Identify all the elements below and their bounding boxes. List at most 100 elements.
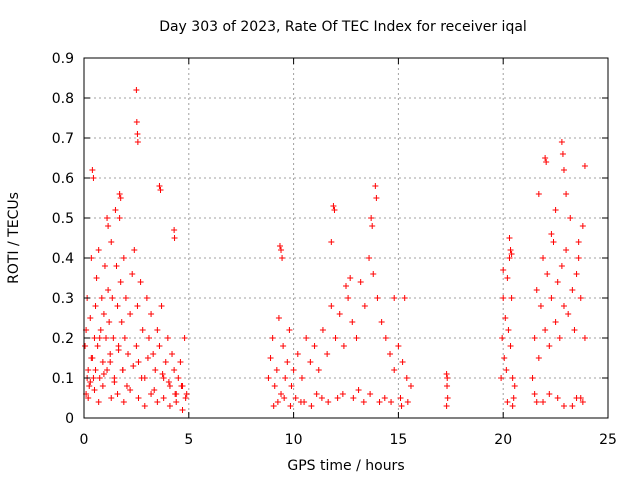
data-point [99, 383, 106, 389]
data-point [267, 355, 274, 361]
data-point [100, 311, 107, 317]
data-point [579, 223, 586, 229]
data-point [129, 271, 136, 277]
data-point [349, 319, 356, 325]
y-tick-label: 0.9 [52, 51, 74, 67]
data-point [542, 155, 549, 161]
data-point [162, 359, 169, 365]
data-point [567, 215, 574, 221]
data-point [332, 335, 339, 341]
data-point [104, 367, 111, 373]
data-point [119, 367, 126, 373]
data-point [145, 335, 152, 341]
data-point [391, 295, 398, 301]
data-point [134, 131, 141, 137]
data-point [109, 295, 116, 301]
data-point [135, 359, 142, 365]
y-tick-label: 0.3 [52, 291, 74, 307]
data-point [92, 303, 99, 309]
data-point [133, 343, 140, 349]
y-tick-label: 0.8 [52, 91, 74, 107]
data-point [552, 207, 559, 213]
data-point [127, 311, 134, 317]
data-point [357, 279, 364, 285]
data-point [160, 375, 167, 381]
data-point [292, 395, 299, 401]
data-point [108, 395, 115, 401]
data-point [328, 303, 335, 309]
data-point [575, 239, 582, 245]
data-point [325, 399, 332, 405]
data-point [339, 391, 346, 397]
data-point [123, 383, 130, 389]
data-point [552, 319, 559, 325]
data-point [133, 87, 140, 93]
data-point [91, 387, 98, 393]
data-point [120, 255, 127, 261]
data-point [565, 311, 572, 317]
data-point [369, 223, 376, 229]
data-point [556, 335, 563, 341]
data-point [508, 251, 515, 257]
data-point [138, 375, 145, 381]
data-point [324, 351, 331, 357]
data-point [90, 175, 97, 181]
data-point [104, 215, 111, 221]
data-point [571, 327, 578, 333]
data-point [443, 403, 450, 409]
data-point [160, 395, 167, 401]
data-point [98, 295, 105, 301]
data-point [355, 387, 362, 393]
data-point [529, 375, 536, 381]
data-point [137, 279, 144, 285]
data-point [282, 375, 289, 381]
data-point [156, 183, 163, 189]
data-point [382, 335, 389, 341]
data-point [307, 359, 314, 365]
data-point [92, 367, 99, 373]
data-point [166, 403, 173, 409]
data-point [115, 347, 122, 353]
data-point [318, 395, 325, 401]
data-point [311, 343, 318, 349]
data-point [177, 359, 184, 365]
data-point [560, 303, 567, 309]
data-point [144, 355, 151, 361]
data-point [141, 403, 148, 409]
data-point [131, 247, 138, 253]
data-point [274, 399, 281, 405]
data-point [560, 167, 567, 173]
data-point [370, 271, 377, 277]
data-point [171, 235, 178, 241]
data-point [542, 327, 549, 333]
data-point [154, 327, 161, 333]
data-point [93, 275, 100, 281]
data-point [361, 303, 368, 309]
y-tick-label: 0 [65, 411, 74, 427]
data-point [575, 255, 582, 261]
data-point [367, 391, 374, 397]
y-tick-label: 0.2 [52, 331, 74, 347]
data-point [127, 387, 134, 393]
data-point [88, 355, 95, 361]
data-point [85, 367, 92, 373]
data-point [181, 335, 188, 341]
data-point [118, 319, 125, 325]
data-point [502, 315, 509, 321]
x-tick-label: 5 [184, 432, 193, 448]
data-point [117, 279, 124, 285]
data-point [281, 395, 288, 401]
data-point [501, 355, 508, 361]
data-point [158, 303, 165, 309]
data-point [444, 375, 451, 381]
data-point [511, 383, 518, 389]
data-point [150, 351, 157, 357]
data-point [91, 335, 98, 341]
data-point [279, 255, 286, 261]
data-point [546, 343, 553, 349]
data-point [573, 271, 580, 277]
data-point [581, 335, 588, 341]
data-point [85, 395, 92, 401]
data-point [573, 395, 580, 401]
